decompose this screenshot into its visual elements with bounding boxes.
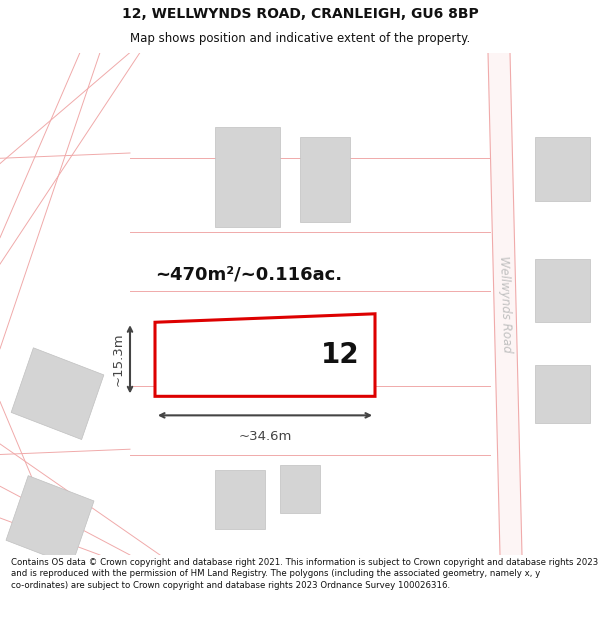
Polygon shape — [488, 52, 522, 555]
Bar — [215, 126, 280, 227]
Bar — [535, 259, 590, 322]
Polygon shape — [6, 476, 94, 566]
Text: ~34.6m: ~34.6m — [238, 430, 292, 443]
Text: 12, WELLWYNDS ROAD, CRANLEIGH, GU6 8BP: 12, WELLWYNDS ROAD, CRANLEIGH, GU6 8BP — [122, 7, 478, 21]
Polygon shape — [11, 348, 104, 439]
Bar — [215, 471, 265, 529]
Bar — [535, 364, 590, 423]
Bar — [280, 465, 320, 512]
Bar — [535, 137, 590, 201]
Bar — [215, 328, 315, 391]
Text: ~15.3m: ~15.3m — [112, 332, 125, 386]
Text: Wellwynds Road: Wellwynds Road — [497, 256, 513, 353]
Text: ~470m²/~0.116ac.: ~470m²/~0.116ac. — [155, 266, 342, 284]
Text: Contains OS data © Crown copyright and database right 2021. This information is : Contains OS data © Crown copyright and d… — [11, 558, 598, 590]
Bar — [300, 137, 350, 222]
Text: 12: 12 — [320, 341, 359, 369]
Polygon shape — [155, 314, 375, 396]
Text: Map shows position and indicative extent of the property.: Map shows position and indicative extent… — [130, 32, 470, 45]
